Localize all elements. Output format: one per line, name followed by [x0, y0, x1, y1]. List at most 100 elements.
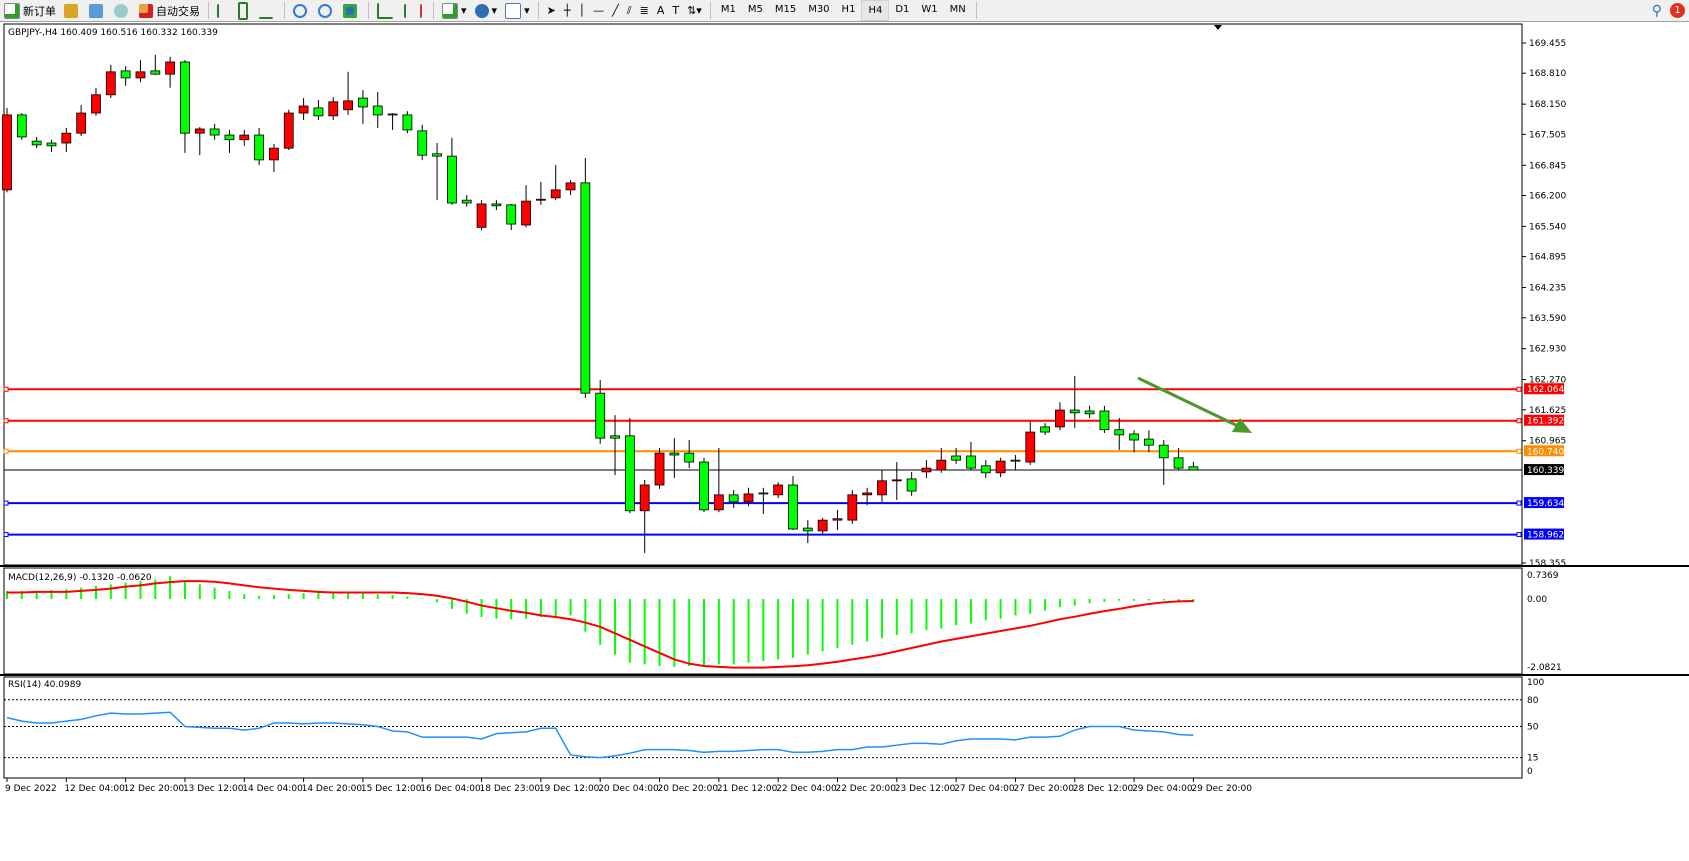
level-price-label: 161.392 — [1527, 417, 1564, 427]
fibonacci-button[interactable]: ≣ — [636, 1, 653, 20]
indicators-button[interactable]: ▾ — [438, 1, 471, 20]
time-tick-label: 9 Dec 2022 — [5, 784, 57, 794]
timeframe-m1[interactable]: M1 — [720, 4, 736, 15]
rsi-line — [6, 711, 1194, 759]
arrow-head-icon — [1232, 418, 1252, 433]
crosshair-button[interactable]: ┼ — [560, 1, 575, 20]
bull-candle — [521, 200, 531, 226]
timeframe-d1[interactable]: D1 — [895, 4, 910, 15]
indicators-icon — [442, 2, 458, 19]
tile-windows-button[interactable] — [339, 1, 364, 20]
timeframe-h1[interactable]: H1 — [841, 4, 856, 15]
bear-candle — [1010, 459, 1021, 462]
new-order-icon — [4, 2, 20, 19]
equidistant-channel-icon: ⫽ — [626, 3, 632, 17]
level-handle — [1516, 386, 1522, 392]
level-handle — [3, 386, 9, 392]
bear-candle — [46, 142, 57, 147]
level-handle — [1516, 448, 1522, 454]
bear-candle — [966, 455, 976, 469]
search-button[interactable]: ⚲ — [1648, 1, 1666, 20]
bull-candle — [476, 203, 487, 228]
notification-button[interactable]: 1 — [1666, 1, 1689, 20]
bull-candle — [1025, 431, 1036, 463]
timeframe-m30[interactable]: M30 — [808, 4, 830, 15]
bear-candle — [906, 478, 917, 492]
bear-candle — [461, 199, 472, 204]
crosshair-icon: ┼ — [563, 4, 571, 17]
timeframe-m15[interactable]: M15 — [774, 4, 797, 15]
bear-candle — [150, 70, 161, 75]
zoom-in-button[interactable] — [289, 1, 314, 20]
chart-shift-button[interactable] — [400, 1, 429, 20]
separator — [208, 2, 209, 19]
text-label-button[interactable]: T — [668, 1, 683, 20]
macd-tick-label: 0.00 — [1527, 595, 1547, 605]
periods-button[interactable]: ▾ — [471, 1, 502, 20]
time-tick-label: 23 Dec 12:00 — [895, 784, 956, 794]
horizontal-line-button[interactable]: — — [589, 1, 608, 20]
bull-candle — [1055, 409, 1065, 428]
timeframe-mn[interactable]: MN — [949, 4, 966, 15]
bear-candle — [16, 114, 27, 138]
vertical-line-button[interactable]: │ — [574, 1, 589, 20]
bear-candle — [446, 155, 457, 204]
bear-candle — [120, 70, 131, 79]
bear-candle — [1158, 444, 1169, 459]
bull-candle — [535, 198, 546, 201]
market-watch-button[interactable] — [60, 1, 85, 20]
line-chart-button[interactable] — [255, 1, 280, 20]
trendline-button[interactable]: ╱ — [608, 1, 623, 20]
new-order-button[interactable]: 新订单 — [0, 1, 60, 20]
new-order-label: 新订单 — [23, 4, 56, 18]
bar-chart-button[interactable] — [213, 1, 234, 20]
bull-candle — [639, 484, 650, 512]
auto-trading-button[interactable]: 自动交易 — [135, 1, 204, 20]
time-tick-label: 12 Dec 20:00 — [124, 784, 185, 794]
bid-price-label: 160.339 — [1527, 466, 1564, 476]
time-tick-label: 19 Dec 12:00 — [539, 784, 600, 794]
cursor-button[interactable]: ➤ — [543, 1, 560, 20]
text-button[interactable]: A — [653, 1, 669, 20]
bear-candle — [372, 105, 383, 116]
separator — [368, 2, 369, 19]
signals-button[interactable] — [110, 1, 135, 20]
candlestick-button[interactable] — [234, 1, 255, 20]
data-window-button[interactable] — [85, 1, 110, 20]
rsi-tick-label: 0 — [1527, 767, 1533, 777]
auto-scroll-button[interactable] — [373, 1, 400, 20]
text-icon: A — [656, 4, 665, 17]
bear-candle — [1129, 433, 1139, 441]
timeframe-m5[interactable]: M5 — [747, 4, 763, 15]
chart-shift-marker-icon — [1214, 25, 1222, 30]
time-tick-label: 14 Dec 04:00 — [242, 784, 303, 794]
timeframe-bar: M1 M5 M15 M30 H1 H4 D1 W1 MN — [715, 0, 972, 21]
chart-area[interactable]: GBPJPY-,H4 160.409 160.516 160.332 160.3… — [0, 22, 1689, 861]
templates-button[interactable]: ▾ — [501, 1, 534, 20]
chart-shift-icon — [404, 3, 422, 18]
level-price-label: 159.634 — [1527, 499, 1564, 509]
time-tick-label: 28 Dec 12:00 — [1073, 784, 1134, 794]
timeframe-h4[interactable]: H4 — [861, 0, 890, 21]
level-price-badge — [1524, 528, 1564, 540]
equidistant-channel-button[interactable]: ⫽ — [623, 1, 636, 20]
bull-candle — [283, 112, 294, 149]
bull-candle — [995, 460, 1006, 474]
price-tick-label: 169.455 — [1529, 39, 1566, 49]
time-tick-label: 27 Dec 20:00 — [1013, 784, 1074, 794]
bull-candle — [298, 105, 309, 114]
bear-candle — [1114, 429, 1125, 436]
time-tick-label: 15 Dec 12:00 — [361, 784, 422, 794]
chart-header: GBPJPY-,H4 160.409 160.516 160.332 160.3… — [8, 28, 218, 38]
timeframe-w1[interactable]: W1 — [921, 4, 938, 15]
zoom-out-button[interactable] — [314, 1, 339, 20]
bear-candle — [1099, 410, 1110, 431]
price-tick-label: 160.965 — [1529, 437, 1566, 447]
price-tick-label: 164.235 — [1529, 284, 1566, 294]
bear-candle — [951, 455, 962, 461]
fibonacci-icon: ≣ — [639, 4, 649, 17]
time-tick-label: 20 Dec 20:00 — [658, 784, 719, 794]
time-tick-label: 22 Dec 04:00 — [776, 784, 837, 794]
arrows-button[interactable]: ⇅▾ — [683, 1, 706, 20]
rsi-label: RSI(14) 40.0989 — [8, 680, 81, 690]
